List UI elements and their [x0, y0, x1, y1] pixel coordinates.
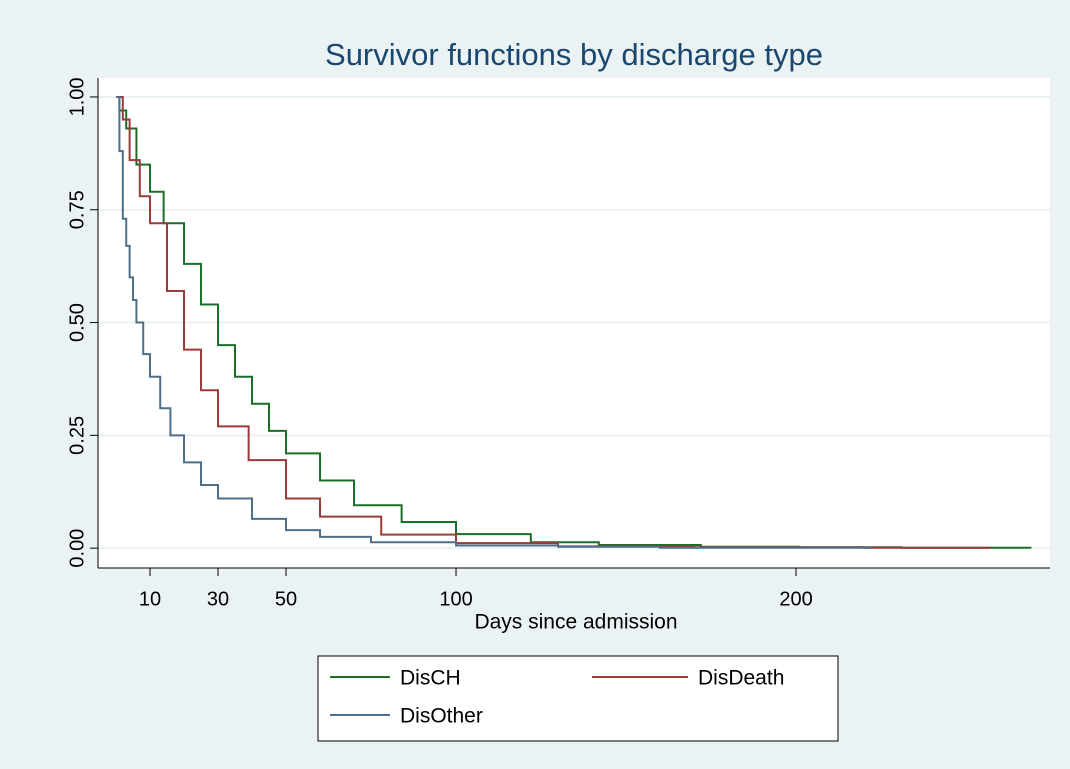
legend — [317, 655, 839, 742]
y-tick-label: 0.75 — [66, 190, 88, 229]
x-axis-title: Days since admission — [474, 611, 677, 634]
x-tick-label: 100 — [439, 588, 472, 610]
survival-curve — [116, 95, 872, 549]
y-tick-label: 0.00 — [66, 529, 88, 568]
x-tick-label: 30 — [207, 588, 229, 610]
y-tick-label: 1.00 — [66, 77, 88, 116]
y-tick-label: 0.25 — [66, 416, 88, 455]
x-tick-label: 50 — [275, 588, 297, 610]
legend-label: DisCH — [400, 667, 461, 690]
x-tick-label: 200 — [779, 588, 812, 610]
y-tick-label: 0.50 — [66, 303, 88, 342]
x-tick-label: 10 — [139, 588, 161, 610]
survival-curve — [116, 95, 1032, 549]
legend-label: DisOther — [400, 705, 483, 728]
legend-label: DisDeath — [698, 667, 784, 690]
chart-title: Survivor functions by discharge type — [325, 37, 823, 72]
